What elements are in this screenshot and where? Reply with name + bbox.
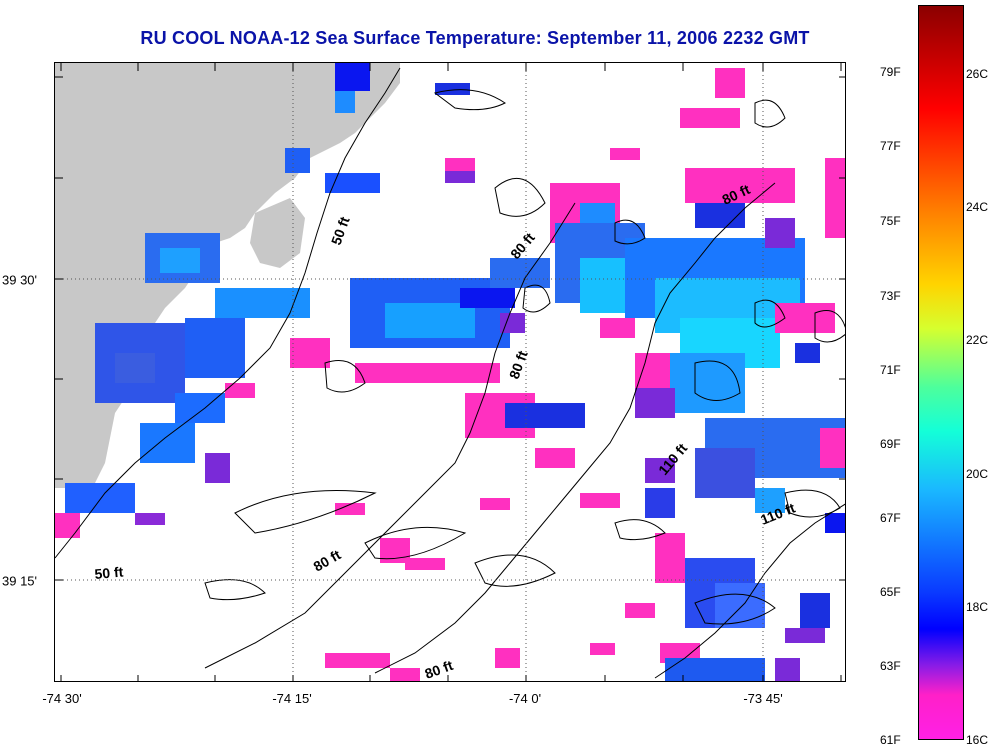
colorbar-c-label: 24C [966, 200, 989, 214]
colorbar-f-label: 63F [880, 659, 901, 673]
x-tick-label: -74 0' [508, 691, 542, 706]
colorbar-f-label: 71F [880, 363, 901, 377]
colorbar-f-label: 73F [880, 289, 901, 303]
y-tick-label: 39 15' [2, 573, 38, 589]
x-tick-label: -74 30' [42, 691, 82, 706]
colorbar-f-label: 67F [880, 511, 901, 525]
axis-ticks [55, 63, 845, 681]
contour-label: 80 ft [423, 657, 456, 682]
lat-lon-grid [55, 63, 845, 681]
contour-label: 80 ft [311, 546, 344, 574]
colorbar-c-label: 18C [966, 600, 989, 614]
x-tick-label: -73 45' [743, 691, 783, 706]
colorbar-f-label: 61F [880, 733, 901, 747]
colorbar-f-label: 79F [880, 65, 901, 79]
sst-map: 50 ft 80 ft 80 ft 80 ft 110 ft 110 ft 50… [54, 62, 846, 682]
colorbar-c-label: 20C [966, 467, 989, 481]
contour-label: 80 ft [507, 229, 538, 262]
x-tick-label: -74 15' [272, 691, 312, 706]
colorbar-c-label: 22C [966, 333, 989, 347]
sst-map-canvas: 50 ft 80 ft 80 ft 80 ft 110 ft 110 ft 50… [55, 63, 845, 682]
contour-label: 80 ft [506, 348, 531, 381]
y-tick-label: 39 30' [2, 272, 38, 288]
colorbar-f-label: 65F [880, 585, 901, 599]
bathymetry-contours [55, 67, 845, 679]
colorbar-f-label: 69F [880, 437, 901, 451]
land-mass [55, 63, 400, 488]
temperature-colorbar [918, 5, 964, 740]
map-title: RU COOL NOAA-12 Sea Surface Temperature:… [140, 28, 810, 48]
colorbar-f-label: 75F [880, 214, 901, 228]
contour-label: 50 ft [94, 564, 124, 582]
colorbar-c-label: 26C [966, 67, 989, 81]
colorbar-c-label: 16C [966, 733, 989, 747]
colorbar-f-label: 77F [880, 139, 901, 153]
contour-label: 50 ft [328, 214, 353, 247]
